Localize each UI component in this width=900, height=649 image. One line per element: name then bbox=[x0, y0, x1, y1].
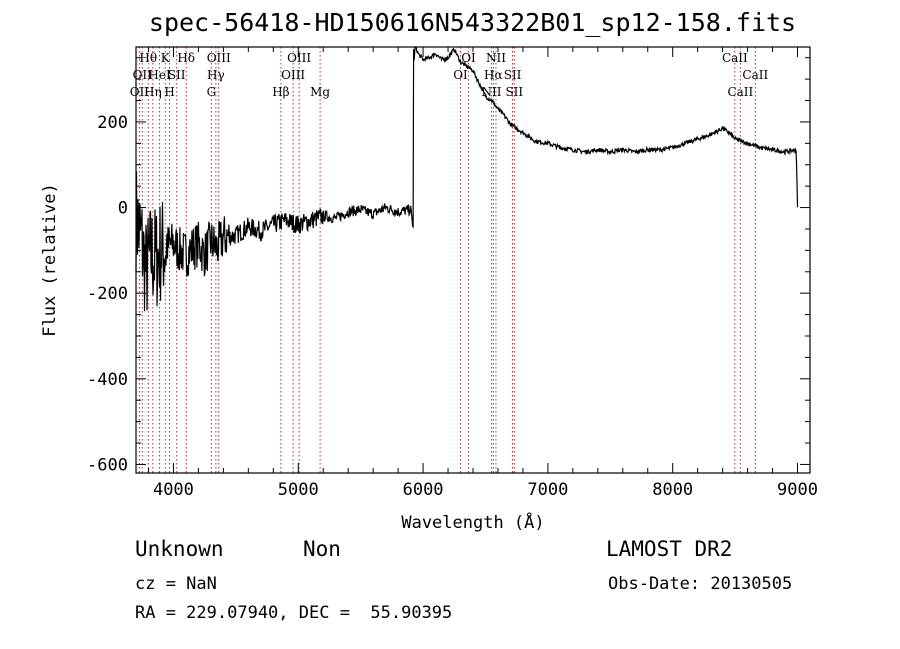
line-label: OIII bbox=[281, 68, 305, 82]
line-label: K bbox=[161, 51, 171, 65]
object-subclass: Non bbox=[303, 537, 341, 561]
y-tick-label: 0 bbox=[118, 199, 128, 219]
line-label: Hγ bbox=[207, 68, 225, 82]
line-label: Hθ bbox=[139, 51, 157, 65]
line-label: OI bbox=[461, 51, 476, 65]
y-tick-label: -200 bbox=[87, 284, 128, 304]
x-axis-label: Wavelength (Å) bbox=[401, 511, 544, 533]
x-tick-label: 5000 bbox=[278, 480, 319, 500]
plot-frame bbox=[135, 46, 811, 474]
line-label: Hδ bbox=[177, 51, 195, 65]
line-label: G bbox=[207, 85, 217, 99]
chart-title: spec-56418-HD150616N543322B01_sp12-158.f… bbox=[148, 8, 797, 37]
redshift-text: cz = NaN bbox=[135, 574, 217, 594]
line-label: CaII bbox=[727, 85, 753, 99]
survey-name: LAMOST DR2 bbox=[606, 537, 733, 561]
line-label: CaII bbox=[742, 68, 768, 82]
axis-ticks: 4000 5000 6000 7000 8000 9000 -600 -400 -200 0 200 bbox=[87, 47, 818, 500]
line-label: OIII bbox=[287, 51, 311, 65]
line-label: OIII bbox=[207, 51, 231, 65]
x-tick-label: 7000 bbox=[527, 480, 568, 500]
x-tick-label: 4000 bbox=[153, 480, 194, 500]
line-label: Hα bbox=[484, 68, 503, 82]
line-label: OII bbox=[133, 68, 153, 82]
line-label: Mg bbox=[310, 85, 330, 99]
x-tick-label: 6000 bbox=[403, 480, 444, 500]
y-tick-label: -400 bbox=[87, 370, 128, 390]
line-label: CaII bbox=[722, 51, 748, 65]
spectrum-line bbox=[135, 46, 799, 312]
line-label: NII bbox=[481, 85, 501, 99]
y-tick-label: -600 bbox=[87, 455, 128, 475]
x-tick-label: 8000 bbox=[652, 480, 693, 500]
line-label: SII bbox=[504, 68, 522, 82]
line-label: SII bbox=[505, 85, 523, 99]
coordinates-text: RA = 229.07940, DEC = 55.90395 bbox=[135, 603, 453, 623]
line-label: H bbox=[164, 85, 174, 99]
line-label: Hβ bbox=[272, 85, 289, 99]
emission-line-markers bbox=[138, 47, 756, 473]
x-tick-label: 9000 bbox=[777, 480, 818, 500]
y-tick-label: 200 bbox=[97, 113, 128, 133]
emission-line-labels: OII OII Hθ Hη HeI K H SII Hδ G Hγ OIII Hβ OIII OIII Mg O… bbox=[130, 51, 769, 99]
line-label: Hη bbox=[144, 85, 162, 99]
obs-date-text: Obs-Date: 20130505 bbox=[608, 574, 793, 594]
y-axis-label: Flux (relative) bbox=[40, 183, 60, 337]
object-class: Unknown bbox=[135, 537, 224, 561]
line-label: OI bbox=[453, 68, 468, 82]
line-label: OII bbox=[130, 85, 150, 99]
line-label: SII bbox=[168, 68, 186, 82]
line-label: HeI bbox=[148, 68, 171, 82]
line-label: NII bbox=[486, 51, 506, 65]
